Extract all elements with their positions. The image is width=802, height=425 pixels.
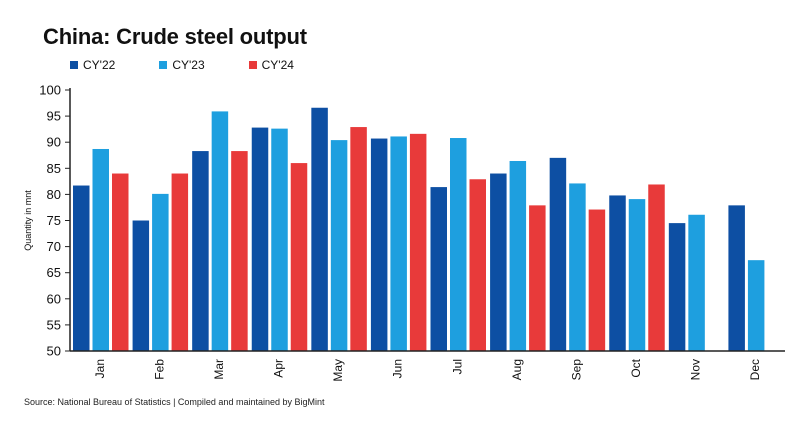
- bar-sep-cy23: [569, 183, 586, 351]
- bar-jul-cy23: [450, 138, 467, 351]
- bar-mar-cy23: [211, 111, 229, 351]
- bar-mar-cy24: [231, 151, 248, 351]
- bar-aug-cy24: [529, 205, 546, 351]
- y-tick-label: 100: [39, 83, 61, 98]
- bar-aug-cy22: [490, 173, 507, 351]
- bar-apr-cy23: [271, 128, 288, 351]
- y-tick-label: 65: [47, 265, 61, 280]
- x-tick-label: Nov: [689, 359, 703, 380]
- bar-jun-cy24: [409, 133, 427, 351]
- bar-feb-cy22: [132, 220, 150, 351]
- bar-sep-cy24: [588, 209, 606, 351]
- bar-jun-cy23: [390, 136, 407, 351]
- chart-title: China: Crude steel output: [43, 24, 307, 49]
- y-tick-label: 50: [47, 344, 61, 359]
- x-tick-label: Apr: [272, 359, 286, 378]
- bar-jan-cy22: [73, 185, 90, 351]
- x-tick-label: Jun: [391, 359, 405, 378]
- bar-nov-cy23: [688, 214, 705, 351]
- legend-item-cy22: CY'22: [70, 58, 115, 72]
- y-tick-label: 95: [47, 109, 61, 124]
- bar-feb-cy23: [152, 193, 169, 351]
- x-tick-label: Sep: [569, 359, 583, 381]
- x-tick-label: Dec: [748, 359, 762, 380]
- bar-may-cy22: [311, 107, 328, 351]
- x-tick-label: Aug: [510, 359, 524, 380]
- bar-aug-cy23: [509, 160, 527, 351]
- bar-sep-cy22: [549, 157, 567, 351]
- bar-oct-cy23: [628, 199, 646, 351]
- y-tick-label: 55: [47, 317, 61, 332]
- bar-dec-cy23: [747, 260, 765, 351]
- bar-apr-cy24: [290, 163, 308, 351]
- x-tick-label: Mar: [212, 359, 226, 380]
- bar-jul-cy22: [430, 187, 447, 351]
- bar-apr-cy22: [251, 127, 269, 351]
- bar-nov-cy22: [668, 223, 686, 351]
- y-tick-label: 80: [47, 187, 61, 202]
- legend: CY'22 CY'23 CY'24: [70, 58, 338, 72]
- legend-label-cy22: CY'22: [83, 58, 116, 72]
- bar-oct-cy22: [609, 195, 626, 351]
- y-axis-label: Quantity in mnt: [23, 190, 33, 251]
- y-tick-label: 70: [47, 239, 61, 254]
- legend-swatch-cy22: [70, 61, 78, 69]
- legend-swatch-cy24: [248, 61, 257, 69]
- bar-feb-cy24: [171, 173, 189, 351]
- legend-item-cy24: CY'24: [248, 58, 294, 72]
- x-tick-label: Feb: [152, 359, 166, 380]
- x-tick-label: May: [331, 359, 345, 382]
- legend-label-cy24: CY'24: [261, 58, 294, 72]
- bar-jan-cy23: [92, 148, 109, 351]
- bar-jul-cy24: [469, 179, 486, 351]
- y-tick-label: 75: [47, 213, 61, 228]
- x-tick-label: Jan: [93, 359, 107, 378]
- y-tick-label: 90: [47, 135, 61, 150]
- bar-may-cy23: [330, 140, 348, 351]
- bar-oct-cy24: [648, 184, 665, 351]
- source-note: Source: National Bureau of Statistics | …: [24, 397, 325, 407]
- x-tick-label: Jul: [450, 359, 464, 374]
- y-tick-label: 85: [47, 161, 61, 176]
- legend-label-cy23: CY'23: [172, 58, 205, 72]
- legend-swatch-cy23: [159, 61, 168, 69]
- y-tick-label: 60: [47, 291, 61, 306]
- bar-jan-cy24: [112, 173, 129, 351]
- bar-dec-cy22: [728, 205, 745, 351]
- x-tick-label: Oct: [629, 358, 643, 377]
- legend-item-cy23: CY'23: [159, 58, 205, 72]
- bar-mar-cy22: [192, 151, 209, 351]
- bar-may-cy24: [350, 127, 367, 351]
- bar-jun-cy22: [370, 138, 388, 351]
